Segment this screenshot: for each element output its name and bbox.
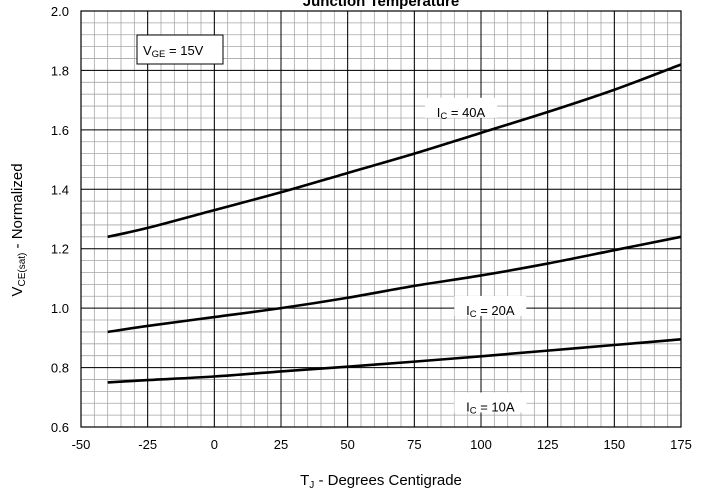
x-tick-label: 75 xyxy=(407,437,421,452)
svg-text:VGE = 15V: VGE = 15V xyxy=(143,43,204,60)
x-tick-label: 100 xyxy=(470,437,492,452)
y-tick-label: 1.2 xyxy=(51,242,69,257)
series-line xyxy=(107,338,682,384)
chart-title: Junction Temperature xyxy=(303,0,459,10)
series-label: IC = 40A xyxy=(437,105,486,122)
plot-frame xyxy=(80,10,682,428)
y-tick-label: 1.8 xyxy=(51,63,69,78)
y-tick-label: 1.0 xyxy=(51,301,69,316)
y-tick-label: 1.4 xyxy=(51,182,69,197)
x-tick-label: -25 xyxy=(138,437,157,452)
y-tick-label: 2.0 xyxy=(51,4,69,19)
series-layer: IC = 40A IC = 20A IC = 10A xyxy=(107,63,682,416)
series-label-bg xyxy=(454,392,527,413)
series-line xyxy=(107,63,682,239)
y-tick-label: 0.8 xyxy=(51,361,69,376)
x-tick-label: -50 xyxy=(72,437,91,452)
series-label: IC = 20A xyxy=(466,303,515,320)
y-tick-label: 0.6 xyxy=(51,420,69,435)
x-tick-label: 25 xyxy=(274,437,288,452)
x-tick-label: 125 xyxy=(537,437,559,452)
x-tick-label: 0 xyxy=(211,437,218,452)
series-label-bg xyxy=(425,97,497,118)
series-label-bg xyxy=(454,295,527,316)
series-line xyxy=(107,235,682,334)
tick-labels: -50 -25 0 25 50 75 100 125 150 175 0.6 0.8 1.0 1.2 1.4… xyxy=(51,4,692,452)
x-tick-label: 175 xyxy=(670,437,692,452)
y-axis-label: VCE(sat) - Normalized xyxy=(9,163,28,296)
x-tick-label: 150 xyxy=(603,437,625,452)
series-label: IC = 10A xyxy=(466,399,515,416)
x-tick-label: 50 xyxy=(340,437,354,452)
x-axis-label: TJ - Degrees Centigrade xyxy=(300,472,462,491)
vge-annotation: VGE = 15V xyxy=(136,34,224,65)
y-tick-label: 1.6 xyxy=(51,123,69,138)
